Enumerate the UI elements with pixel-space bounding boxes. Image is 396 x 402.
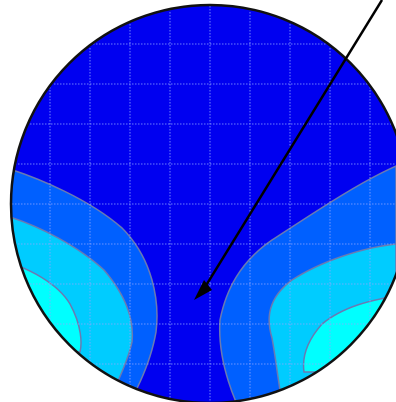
- arrow-head: [194, 280, 212, 300]
- annotation-arrow: [194, 0, 384, 300]
- plot-boundary: [9, 3, 396, 402]
- arrow-shaft: [200, 0, 384, 293]
